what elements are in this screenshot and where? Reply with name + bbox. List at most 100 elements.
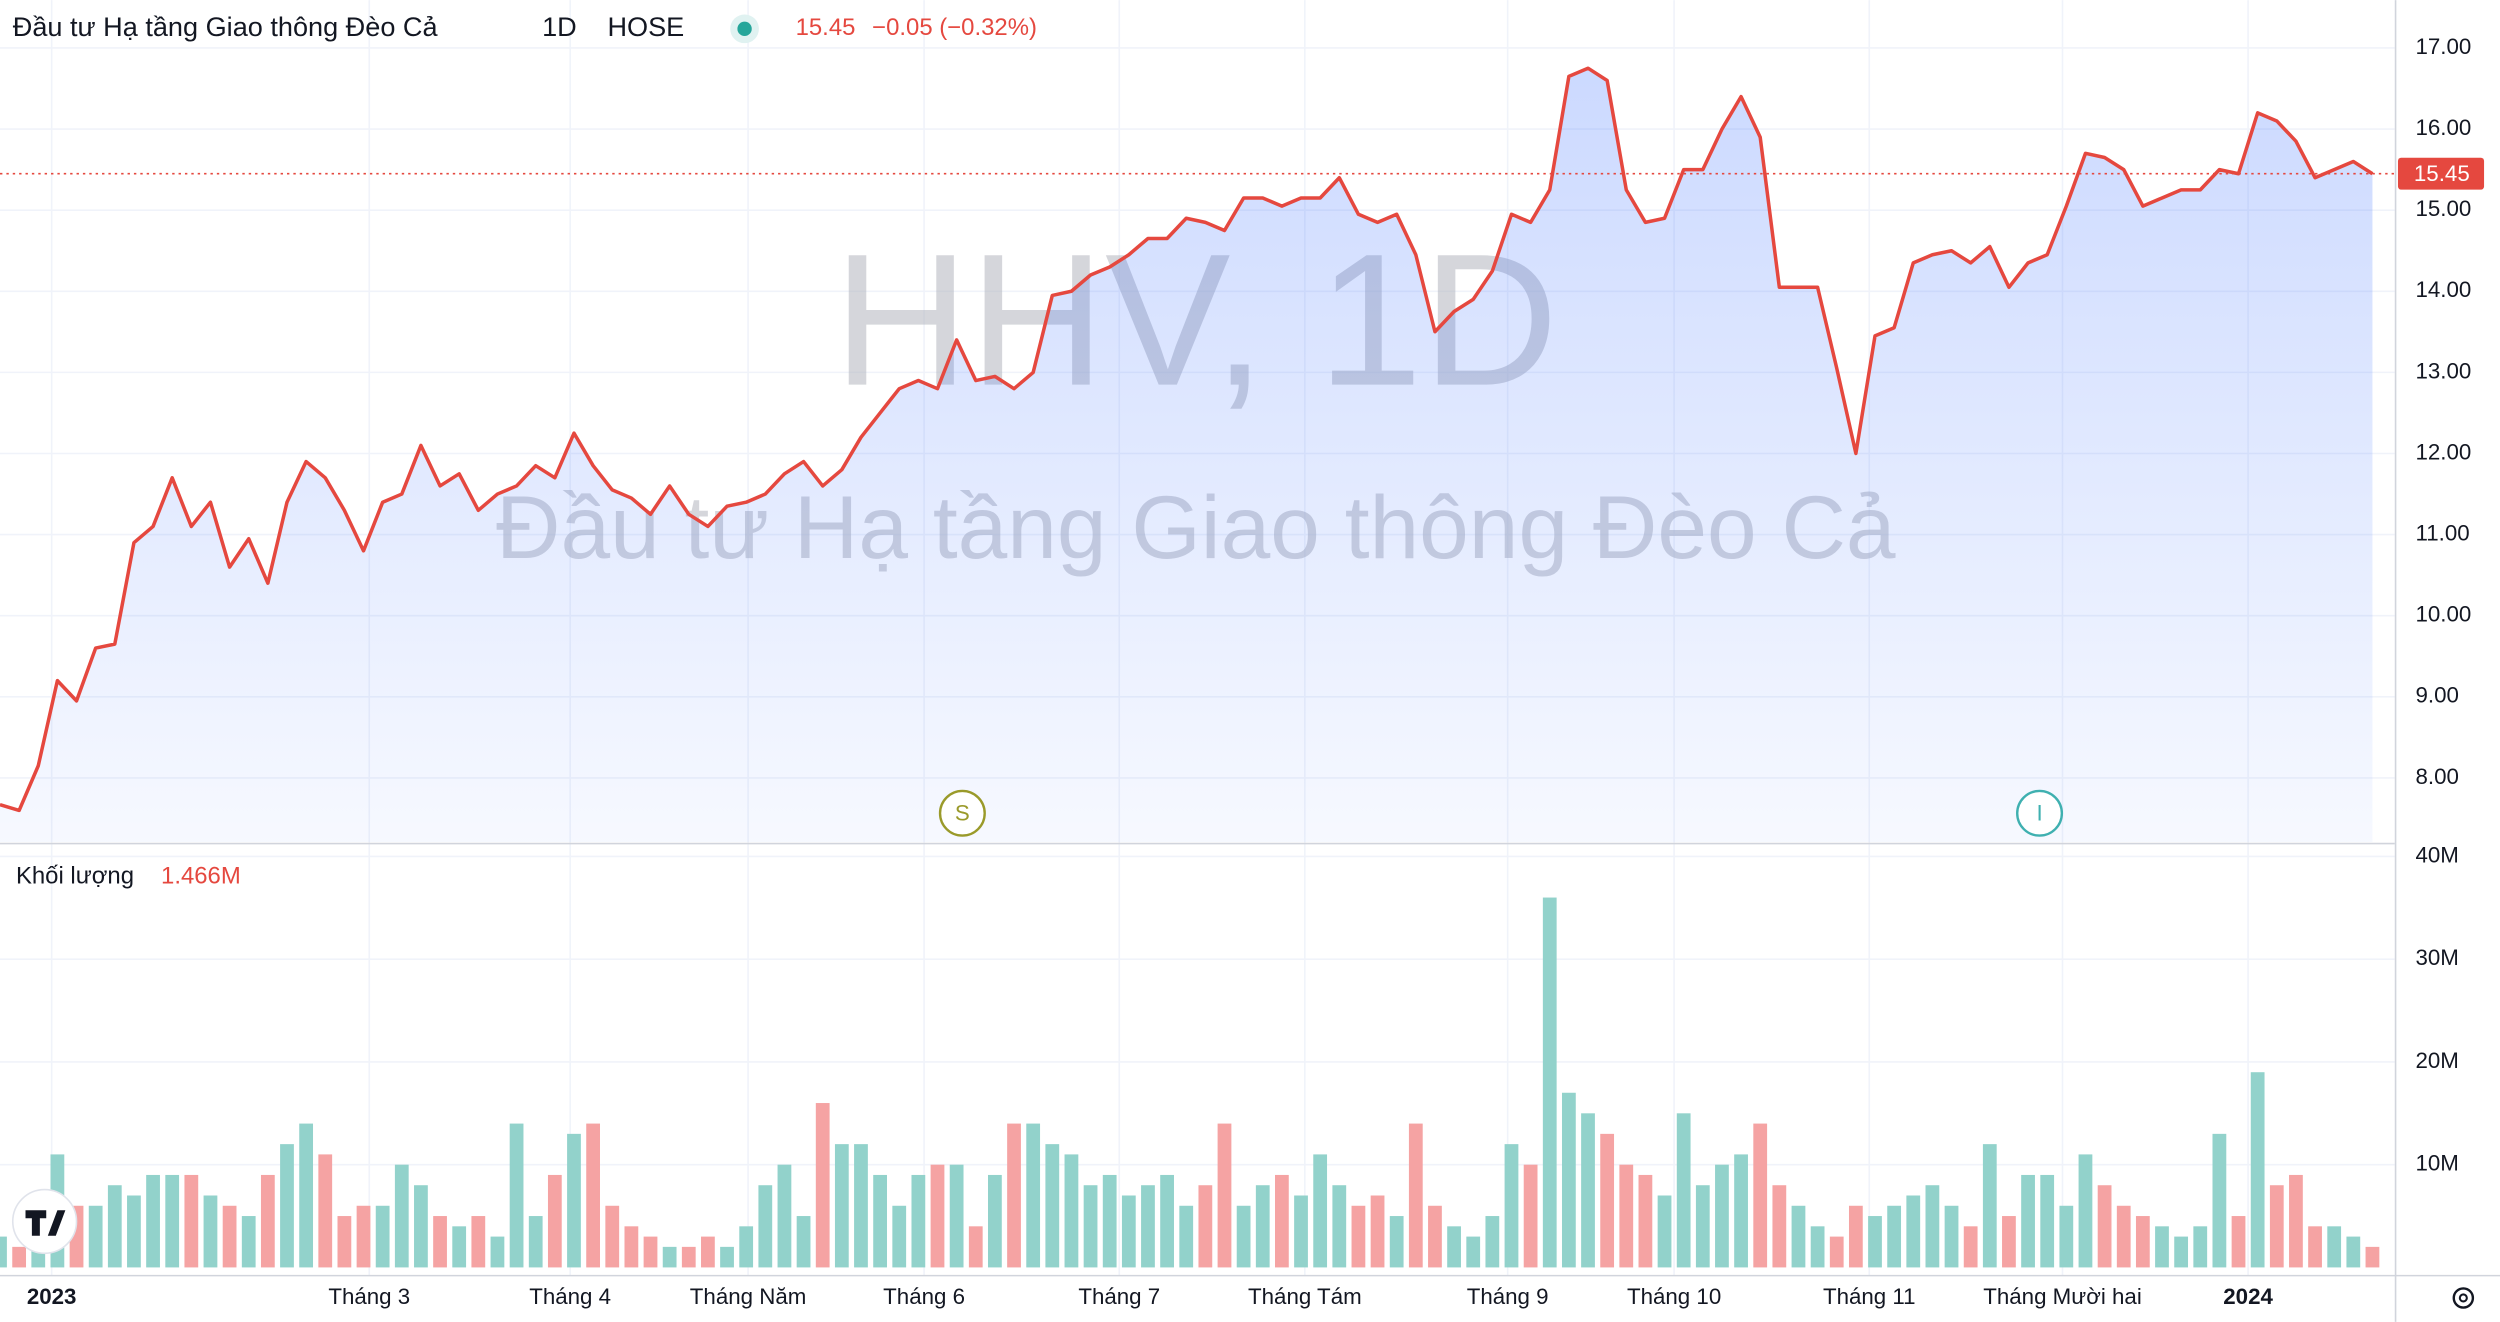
volume-bar: [1064, 1154, 1079, 1268]
x-tick-label: Tháng 11: [1823, 1284, 1916, 1309]
y-tick-label: 15.00: [2415, 196, 2471, 221]
volume-bar: [739, 1226, 754, 1268]
volume-bar: [2346, 1236, 2361, 1268]
volume-bar: [567, 1133, 581, 1268]
status-dot: [737, 21, 752, 36]
volume-bar: [1504, 1144, 1519, 1268]
volume-bar: [1791, 1205, 1806, 1268]
x-tick-label: Tháng 7: [1078, 1284, 1160, 1309]
volume-bar: [1236, 1205, 1251, 1268]
volume-bar: [2308, 1226, 2322, 1268]
volume-bar: [1753, 1123, 1768, 1268]
volume-bar: [911, 1174, 926, 1268]
volume-bar: [356, 1205, 371, 1268]
volume-bar: [1428, 1205, 1442, 1268]
volume-bar: [2231, 1216, 2246, 1268]
volume-bar: [394, 1164, 409, 1268]
volume-bar: [2289, 1174, 2303, 1268]
volume-bar: [547, 1174, 562, 1268]
logo: [11, 1188, 78, 1255]
x-tick-label: Tháng Mười hai: [1983, 1284, 2142, 1309]
volume-bar: [1600, 1133, 1615, 1268]
volume-bar: [1963, 1226, 1978, 1268]
volume-bar: [509, 1123, 524, 1268]
price-area: [0, 68, 2373, 842]
volume-bar: [1160, 1174, 1174, 1268]
volume-bar: [2327, 1226, 2342, 1268]
volume-bar: [146, 1174, 160, 1268]
volume-bar: [1083, 1185, 1098, 1268]
settings-icon[interactable]: [2452, 1287, 2475, 1309]
volume-bar: [1523, 1164, 1538, 1268]
volume-bar: [949, 1164, 964, 1268]
volume-bar: [1676, 1113, 1691, 1268]
y-tick-label: 16.00: [2415, 115, 2471, 140]
volume-bar: [873, 1174, 887, 1268]
volume-bar: [1982, 1144, 1997, 1268]
volume-bar: [318, 1154, 333, 1268]
volume-bar: [2174, 1236, 2189, 1268]
volume-bar: [414, 1185, 428, 1268]
symbol-title: Đầu tư Hạ tầng Giao thông Đèo Cả: [13, 11, 439, 42]
volume-bar: [88, 1205, 103, 1268]
volume-bar: [854, 1144, 868, 1268]
volume-bar: [2212, 1133, 2227, 1268]
volume-bar: [1255, 1185, 1270, 1268]
volume-bar: [1772, 1185, 1787, 1268]
volume-bar: [0, 1236, 7, 1268]
volume-bar: [1294, 1195, 1308, 1268]
volume-bar: [241, 1216, 256, 1268]
volume-bar: [1179, 1205, 1194, 1268]
volume-bar: [796, 1216, 811, 1268]
volume-bar: [2002, 1216, 2016, 1268]
volume-bar: [777, 1164, 792, 1268]
event-marker: [938, 789, 986, 837]
volume-bar: [662, 1246, 677, 1268]
volume-bar: [1370, 1195, 1385, 1268]
event-label: S: [955, 801, 970, 826]
volume-bar: [471, 1216, 486, 1268]
price-change: −0.05 (−0.32%): [872, 14, 1037, 41]
volume-bar: [165, 1174, 180, 1268]
volume-bar: [260, 1174, 275, 1268]
x-tick-label: Tháng 9: [1467, 1284, 1549, 1309]
volume-bar: [758, 1185, 773, 1268]
interval: 1D: [542, 11, 577, 42]
volume-bar: [968, 1226, 983, 1268]
volume-bar: [2250, 1072, 2265, 1268]
x-tick-label: Tháng 3: [328, 1284, 410, 1309]
volume-bar: [1466, 1236, 1481, 1268]
volume-bar: [1581, 1113, 1595, 1268]
volume-bar: [2040, 1174, 2055, 1268]
volume-bar: [1561, 1092, 1576, 1268]
x-tick-label: Tháng Năm: [690, 1284, 807, 1309]
volume-bar: [1715, 1164, 1729, 1268]
exchange: HOSE: [607, 11, 684, 42]
volume-bar: [1217, 1123, 1232, 1268]
volume-bar: [720, 1246, 734, 1268]
volume-bar: [834, 1144, 849, 1268]
volume-bar: [1695, 1185, 1710, 1268]
volume-bar: [2097, 1185, 2112, 1268]
volume-bar: [1485, 1216, 1500, 1268]
volume-bar: [1925, 1185, 1940, 1268]
y-tick-label: 10.00: [2415, 602, 2471, 627]
volume-bar: [2155, 1226, 2169, 1268]
volume-bar: [337, 1216, 352, 1268]
volume-bar: [1868, 1216, 1882, 1268]
volume-bar: [107, 1185, 122, 1268]
volume-bar: [1447, 1226, 1461, 1268]
volume-bar: [528, 1216, 543, 1268]
volume-bar: [681, 1246, 696, 1268]
volume-last: 1.466M: [161, 862, 241, 889]
volume-bar: [1007, 1123, 1021, 1268]
volume-bar: [1734, 1154, 1748, 1268]
y-tick-label: 14.00: [2415, 277, 2471, 302]
volume-bar: [1198, 1185, 1213, 1268]
volume-bar: [643, 1236, 658, 1268]
volume-bar: [2193, 1226, 2208, 1268]
volume-bar: [1313, 1154, 1328, 1268]
last-price-label: 15.45: [2414, 161, 2470, 186]
axes: 8.00 9.00 10.00 11.00 12.00 13.00 14.00 15.00 16…: [27, 34, 2485, 1309]
